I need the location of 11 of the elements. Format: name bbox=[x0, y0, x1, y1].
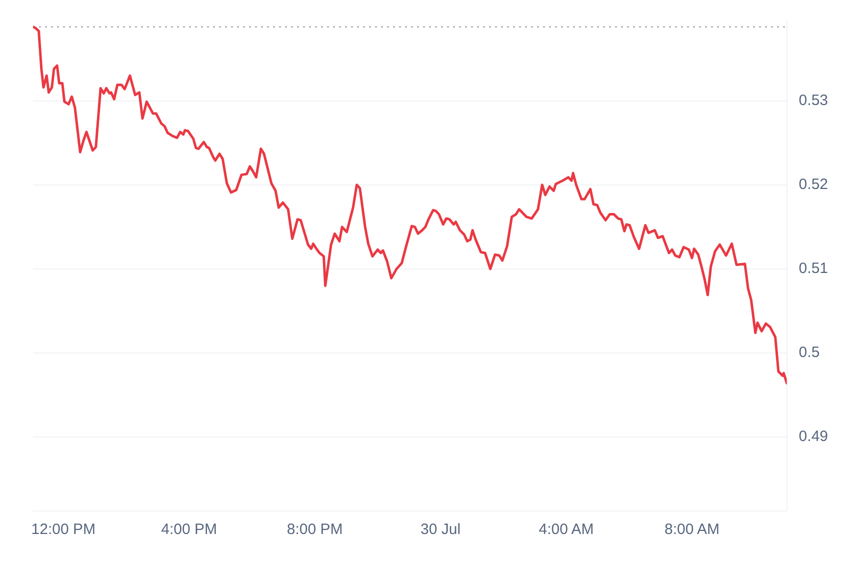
x-tick-label: 8:00 PM bbox=[286, 521, 343, 538]
y-tick-label: 0.51 bbox=[798, 260, 828, 278]
y-tick-label: 0.53 bbox=[798, 92, 828, 109]
x-tick-label: 4:00 PM bbox=[161, 521, 218, 538]
x-tick-label: 12:00 PM bbox=[31, 521, 96, 538]
x-tick-label: 8:00 AM bbox=[664, 521, 720, 538]
y-tick-label: 0.49 bbox=[798, 428, 828, 446]
y-tick-label: 0.5 bbox=[798, 344, 820, 362]
x-tick-label: 4:00 AM bbox=[538, 521, 594, 538]
y-tick-label: 0.52 bbox=[798, 176, 828, 194]
x-tick-label: 30 Jul bbox=[420, 521, 461, 538]
